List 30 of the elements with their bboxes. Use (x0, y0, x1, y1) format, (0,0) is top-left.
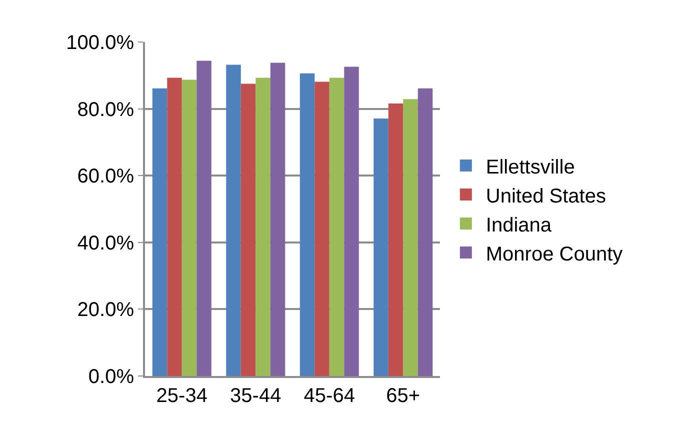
y-tick-label: 100.0% (66, 32, 134, 54)
legend-label: Monroe County (486, 243, 623, 266)
legend-label: Indiana (486, 214, 552, 236)
x-tick-label: 65+ (386, 385, 420, 407)
bar (314, 82, 330, 376)
bar (300, 73, 315, 376)
bar (182, 80, 197, 376)
y-tick-label: 40.0% (77, 232, 134, 254)
bar (226, 64, 241, 376)
bar (329, 78, 344, 376)
y-tick-label: 60.0% (77, 166, 134, 188)
bar (403, 99, 418, 376)
bar (418, 88, 433, 376)
bar (167, 78, 182, 376)
x-tick-label: 35-44 (230, 385, 282, 407)
x-tick-label: 45-64 (304, 385, 355, 407)
legend-label: Ellettsville (486, 156, 575, 178)
bar (374, 118, 388, 376)
bar (388, 103, 404, 376)
legend-label: United States (486, 185, 606, 208)
bar (196, 60, 212, 376)
y-tick-label: 80.0% (77, 98, 134, 121)
y-tick-label: 20.0% (77, 299, 134, 322)
bar (240, 84, 256, 376)
y-tick-label: 0.0% (88, 366, 134, 388)
bar (270, 62, 286, 376)
x-tick-label: 25-34 (156, 385, 208, 407)
bar (344, 66, 359, 376)
bar (256, 78, 270, 376)
bar (152, 88, 168, 376)
